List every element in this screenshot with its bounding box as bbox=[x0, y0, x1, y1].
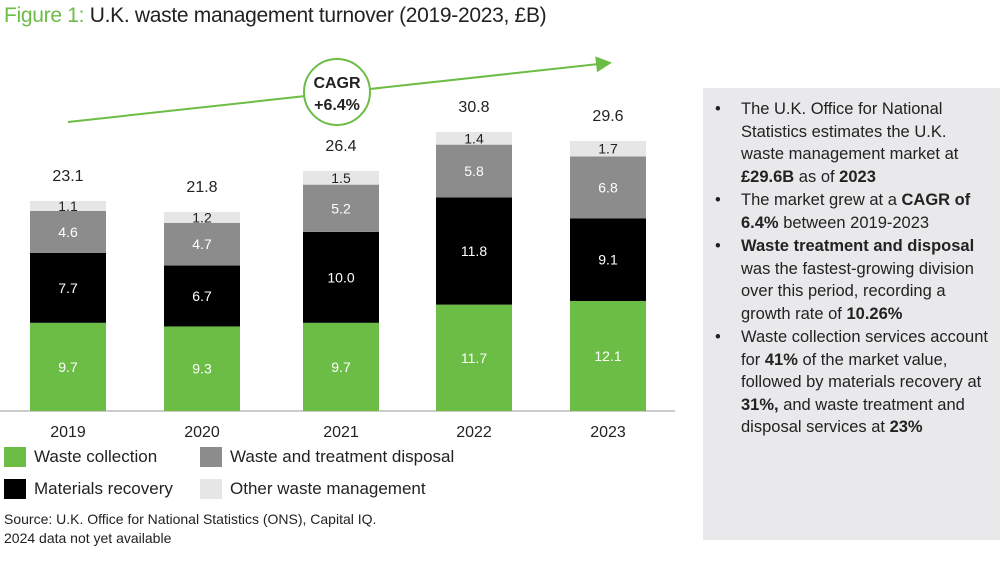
data-label: 5.8 bbox=[464, 163, 484, 179]
x-tick-label: 2020 bbox=[184, 424, 220, 441]
data-label: 7.7 bbox=[58, 280, 78, 296]
bullet-text: 31%, bbox=[741, 395, 779, 414]
data-label: 1.2 bbox=[192, 209, 212, 225]
legend-label: Waste and treatment disposal bbox=[230, 447, 455, 466]
bar-segment bbox=[30, 252, 106, 323]
data-label: 11.7 bbox=[461, 350, 487, 366]
data-label: 4.7 bbox=[192, 236, 212, 252]
bullet-text: 2023 bbox=[839, 167, 876, 186]
bullet-text: of the market value, followed by materia… bbox=[741, 350, 982, 392]
legend-item-materials-recovery: Materials recovery bbox=[4, 479, 173, 499]
bar-segment bbox=[164, 326, 240, 411]
bullet-item: The market grew at a CAGR of 6.4% betwee… bbox=[715, 189, 990, 234]
data-label: 1.7 bbox=[598, 141, 618, 157]
title-text: U.K. waste management turnover (2019-202… bbox=[84, 4, 547, 27]
data-label: 5.2 bbox=[331, 200, 351, 216]
total-label: 23.1 bbox=[52, 168, 83, 185]
legend-swatch bbox=[4, 479, 26, 499]
key-findings-panel: The U.K. Office for National Statistics … bbox=[703, 88, 1000, 540]
legend-swatch bbox=[200, 447, 222, 467]
bullet-text: Waste treatment and disposal bbox=[741, 237, 975, 255]
data-label: 4.6 bbox=[58, 224, 78, 240]
data-label: 9.7 bbox=[58, 359, 78, 375]
data-label: 6.8 bbox=[598, 179, 618, 195]
data-label: 9.7 bbox=[331, 359, 351, 375]
data-label: 1.4 bbox=[464, 130, 484, 146]
bullet-text: between 2019-2023 bbox=[778, 213, 930, 232]
bullet-item: The U.K. Office for National Statistics … bbox=[715, 98, 990, 188]
data-label: 11.8 bbox=[461, 243, 487, 259]
data-label: 9.1 bbox=[598, 252, 618, 268]
bar-segment bbox=[164, 222, 240, 266]
legend-swatch bbox=[200, 479, 222, 499]
data-label: 1.1 bbox=[58, 198, 78, 214]
bullet-text: The market grew at a bbox=[741, 191, 902, 209]
legend-swatch bbox=[4, 447, 26, 467]
total-label: 21.8 bbox=[186, 179, 217, 196]
data-label: 12.1 bbox=[594, 348, 621, 364]
legend-item-waste-treatment-disposal: Waste and treatment disposal bbox=[200, 447, 454, 467]
source-line: 2024 data not yet available bbox=[4, 530, 172, 546]
x-tick-label: 2022 bbox=[456, 424, 492, 441]
total-label: 30.8 bbox=[458, 99, 489, 116]
bar-segment bbox=[570, 301, 646, 411]
bullet-text: was the fastest-growing division over th… bbox=[741, 259, 974, 323]
x-tick-label: 2021 bbox=[323, 424, 359, 441]
bullet-text: 41% bbox=[764, 350, 798, 369]
bar-segment bbox=[30, 201, 106, 211]
bar-segment bbox=[436, 131, 512, 145]
bar-segment bbox=[436, 304, 512, 411]
bar-segment bbox=[570, 156, 646, 219]
bar-segment bbox=[436, 197, 512, 305]
bar-segment bbox=[164, 211, 240, 223]
bullet-text: as of bbox=[794, 167, 840, 186]
data-label: 10.0 bbox=[327, 269, 354, 285]
bar-segment bbox=[303, 184, 379, 232]
total-label: 26.4 bbox=[325, 138, 356, 155]
bullet-text: 10.26% bbox=[846, 304, 903, 323]
bullet-list: The U.K. Office for National Statistics … bbox=[703, 88, 1000, 439]
legend-item-waste-collection: Waste collection bbox=[4, 447, 157, 467]
bar-segment bbox=[303, 231, 379, 323]
source-note: Source: U.K. Office for National Statist… bbox=[4, 510, 376, 548]
cagr-bubble bbox=[303, 58, 371, 126]
bar-segment bbox=[303, 171, 379, 185]
cagr-label: CAGR bbox=[313, 75, 361, 92]
cagr-value: +6.4% bbox=[314, 97, 360, 114]
bar-segment bbox=[570, 141, 646, 157]
bar-segment bbox=[164, 265, 240, 327]
chart-title: Figure 1: U.K. waste management turnover… bbox=[4, 4, 547, 28]
bullet-text: CAGR of 6.4% bbox=[741, 191, 971, 232]
data-label: 1.5 bbox=[331, 170, 351, 186]
x-tick-label: 2023 bbox=[590, 424, 626, 441]
legend-label: Materials recovery bbox=[34, 479, 173, 498]
bullet-text: Waste collection services account for bbox=[741, 328, 988, 369]
bar-segment bbox=[30, 322, 106, 411]
bar-segment bbox=[570, 218, 646, 301]
x-tick-label: 2019 bbox=[50, 424, 86, 441]
data-label: 9.3 bbox=[192, 361, 212, 377]
bullet-item: Waste treatment and disposal was the fas… bbox=[715, 235, 990, 325]
figure-label: Figure 1: bbox=[4, 4, 85, 27]
bar-segment bbox=[303, 322, 379, 411]
bullet-text: £29.6B bbox=[741, 167, 795, 186]
bar-segment bbox=[436, 144, 512, 198]
source-line: Source: U.K. Office for National Statist… bbox=[4, 511, 377, 527]
bullet-text: and waste treatment and disposal service… bbox=[741, 395, 965, 437]
bar-segment bbox=[30, 211, 106, 253]
bullet-item: Waste collection services account for 41… bbox=[715, 326, 990, 439]
stacked-bar-chart: CAGR +6.4% 9.7 7.7 4.6 1.1 23.1 2019 9.3 6.7 4.7… bbox=[0, 56, 675, 441]
total-label: 29.6 bbox=[592, 108, 623, 125]
bullet-text: 23% bbox=[889, 418, 923, 436]
data-label: 6.7 bbox=[192, 288, 212, 304]
bullet-text: The U.K. Office for National Statistics … bbox=[741, 100, 959, 163]
legend-label: Other waste management bbox=[230, 479, 426, 498]
legend-item-other-waste: Other waste management bbox=[200, 479, 426, 499]
legend-label: Waste collection bbox=[34, 447, 158, 466]
